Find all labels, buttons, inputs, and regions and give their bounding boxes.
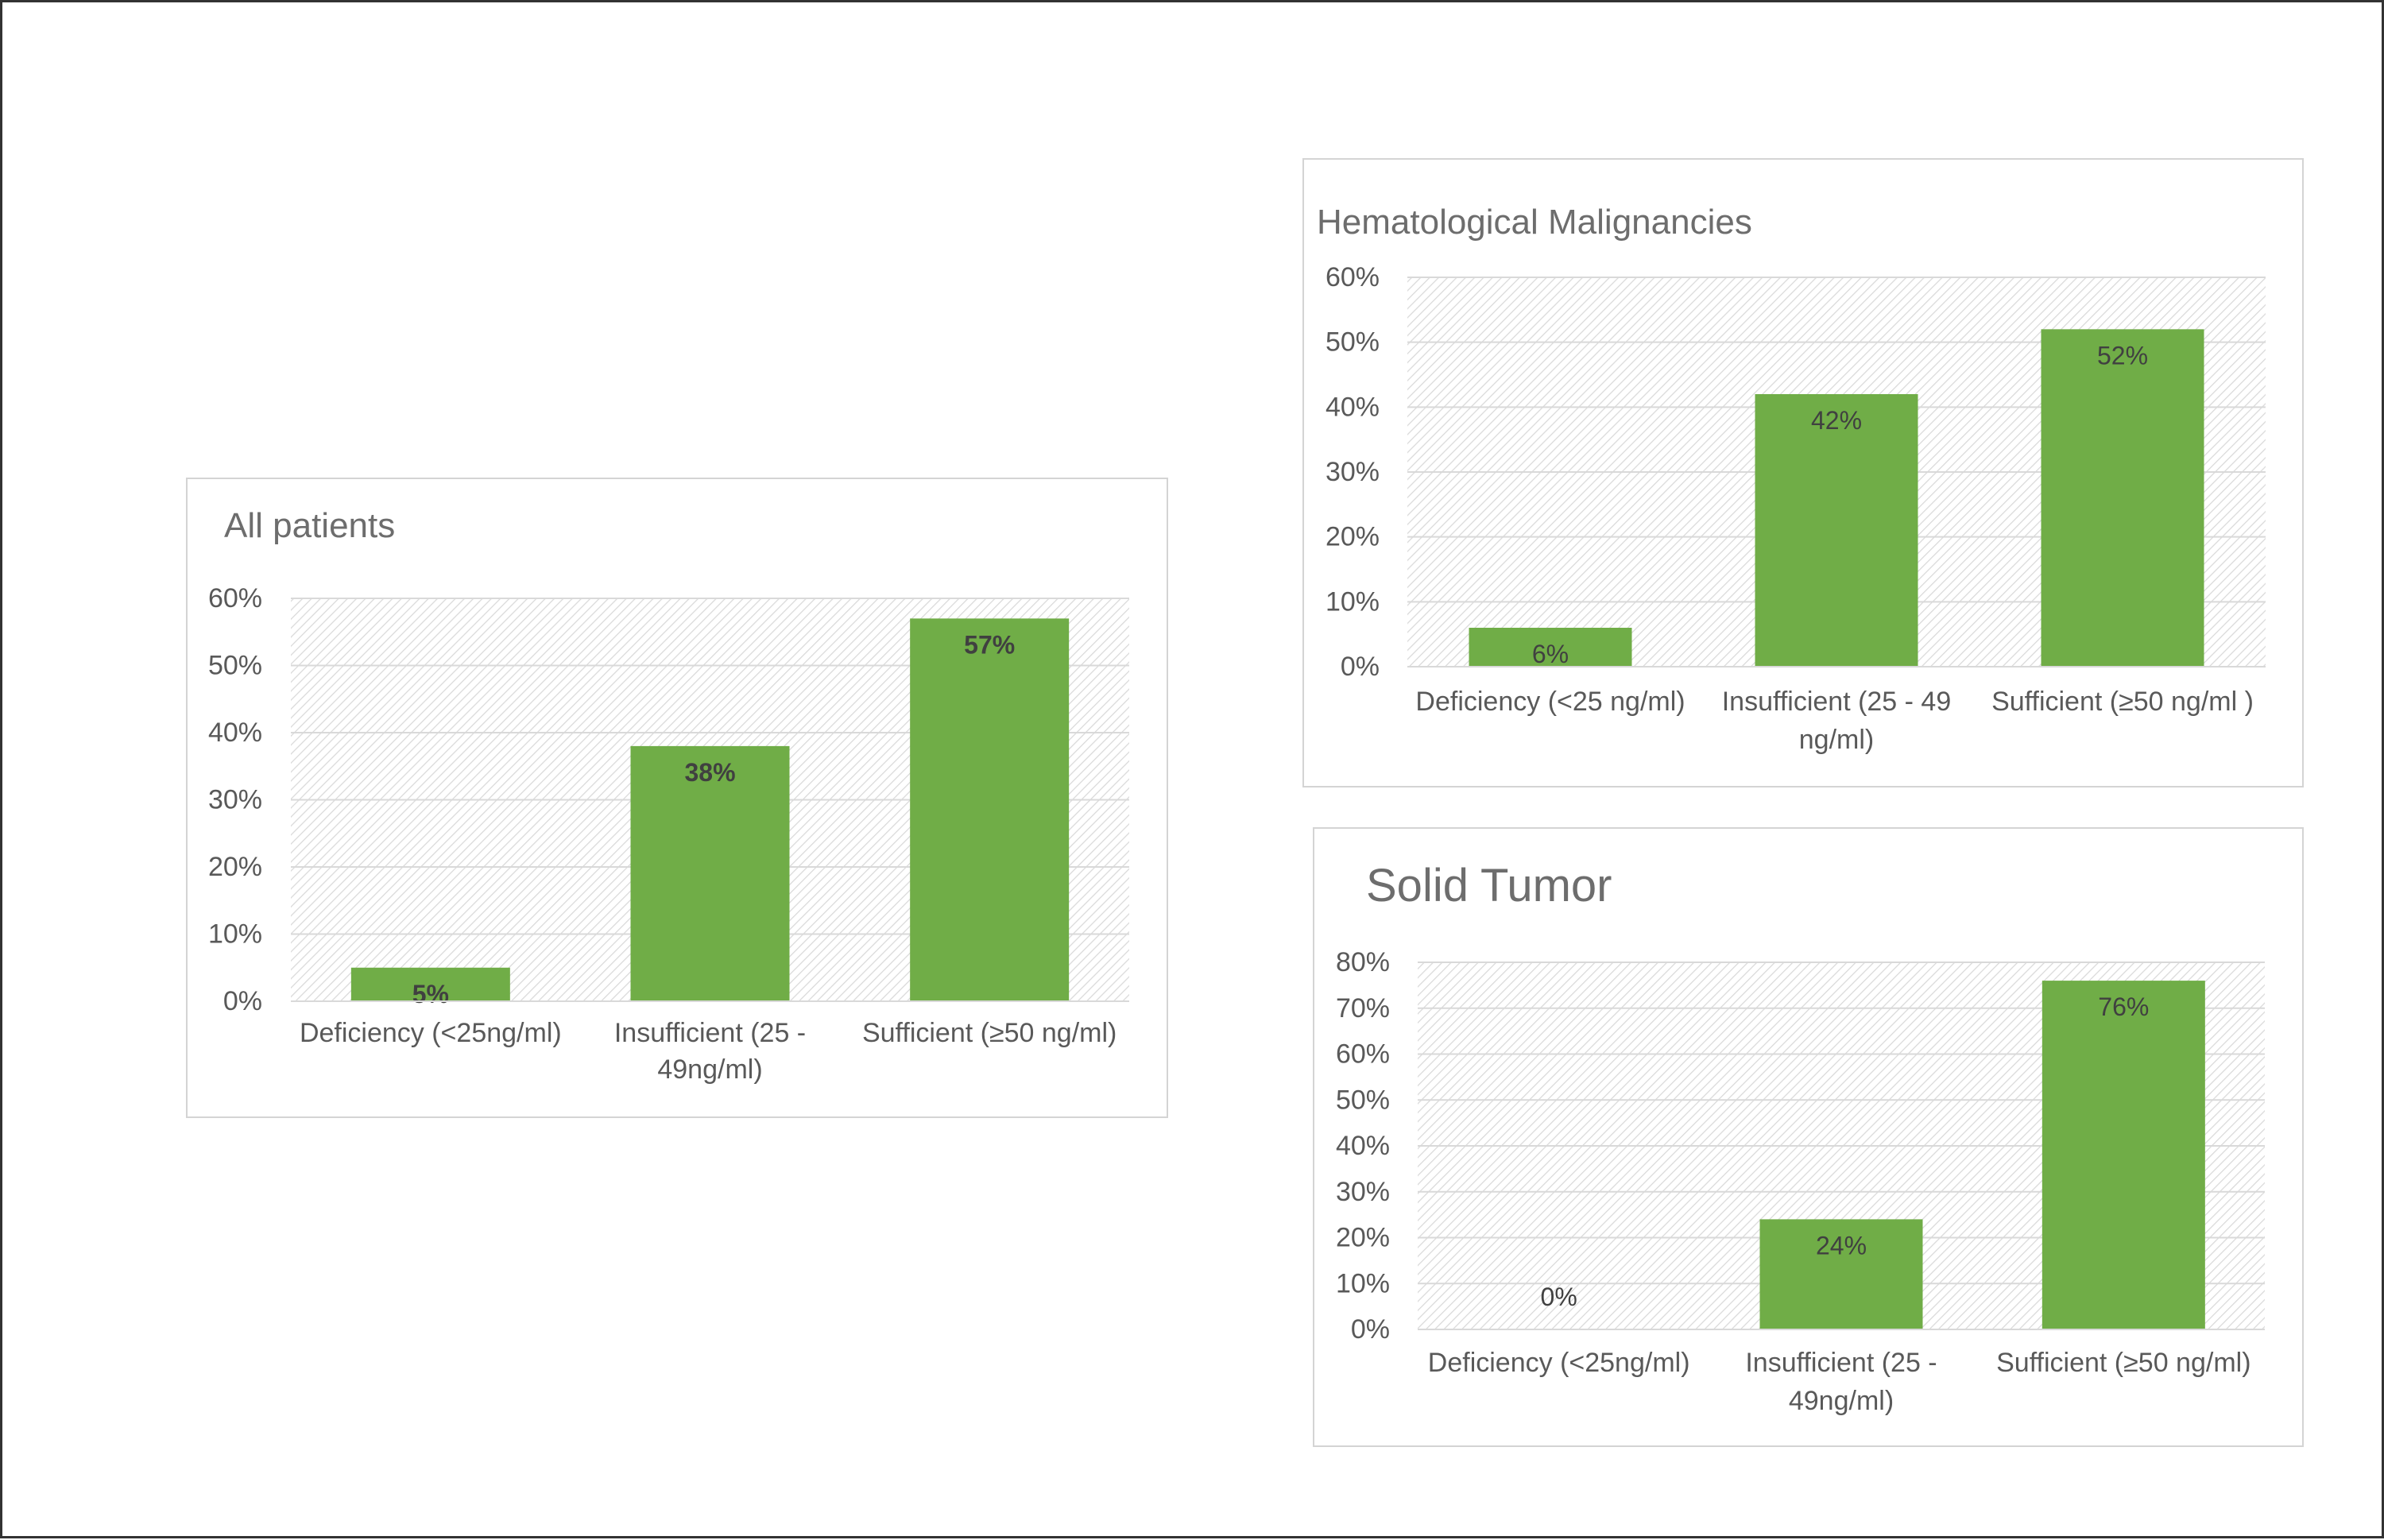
data-label: 42% bbox=[1811, 406, 1862, 435]
y-tick-label: 30% bbox=[208, 785, 262, 815]
bar bbox=[2041, 981, 2205, 1329]
y-tick-label: 0% bbox=[1351, 1314, 1390, 1345]
y-tick-label: 20% bbox=[1326, 522, 1380, 552]
x-category-label: Insufficient (25 -49ng/ml) bbox=[1745, 1348, 1937, 1416]
chart-panel-all-patients: All patients 0% 10% 20% 30% 40% 50% 60% 5% Defic… bbox=[186, 478, 1168, 1118]
data-label: 24% bbox=[1816, 1231, 1867, 1259]
x-category-label: Insufficient (25 - 49 ng/ml) bbox=[1722, 687, 1952, 755]
y-tick-label: 10% bbox=[1326, 586, 1380, 617]
bar bbox=[910, 618, 1070, 1001]
data-label: 52% bbox=[2097, 341, 2148, 370]
y-tick-label: 10% bbox=[208, 919, 262, 950]
x-category-label: Deficiency (<25ng/ml) bbox=[300, 1018, 562, 1048]
x-category-label: Deficiency (<25 ng/ml) bbox=[1415, 687, 1685, 717]
y-tick-label: 40% bbox=[208, 718, 262, 748]
x-category-label: Sufficient (≥50 ng/ml) bbox=[862, 1018, 1117, 1048]
y-tick-label: 40% bbox=[1336, 1131, 1390, 1161]
y-tick-label: 80% bbox=[1336, 947, 1390, 977]
y-tick-label: 0% bbox=[223, 986, 262, 1016]
y-tick-label: 60% bbox=[208, 583, 262, 613]
y-tick-label: 40% bbox=[1326, 392, 1380, 422]
data-label: 57% bbox=[964, 630, 1015, 659]
y-tick-label: 60% bbox=[1326, 262, 1380, 292]
data-label: 38% bbox=[684, 758, 735, 787]
y-tick-label: 30% bbox=[1326, 457, 1380, 487]
y-tick-label: 10% bbox=[1336, 1268, 1390, 1298]
chart-title: All patients bbox=[224, 506, 396, 545]
data-label: 0% bbox=[1541, 1283, 1577, 1311]
y-tick-label: 60% bbox=[1336, 1039, 1390, 1070]
bar bbox=[630, 745, 790, 1001]
y-tick-label: 20% bbox=[208, 852, 262, 882]
chart-panel-hematological-malignancies: Hematological Malignancies 0% 10% 20% 30% 40… bbox=[1302, 158, 2304, 787]
bar-chart-solid-tumor: 0% 10% 20% 30% 40% 50% 60% 70% 80% 0% Deficiency (… bbox=[1336, 947, 2265, 1416]
data-label: 6% bbox=[1532, 640, 1569, 668]
bar-chart-all-patients: 0% 10% 20% 30% 40% 50% 60% 5% Deficiency (<25ng/… bbox=[208, 583, 1129, 1085]
x-category-label: Deficiency (<25ng/ml) bbox=[1428, 1348, 1690, 1378]
x-category-label: Insufficient (25 -49ng/ml) bbox=[614, 1018, 806, 1085]
bar bbox=[350, 967, 510, 1001]
bar-chart-hematological-malignancies: 0% 10% 20% 30% 40% 50% 60% 6% Deficiency (<25 ng… bbox=[1326, 262, 2266, 755]
data-label: 5% bbox=[412, 980, 449, 1008]
bar bbox=[1759, 1219, 1923, 1329]
y-tick-label: 50% bbox=[1336, 1085, 1390, 1115]
chart-title: Hematological Malignancies bbox=[1317, 203, 1752, 242]
chart-panel-solid-tumor: Solid Tumor 0% 10% 20% 30% 40% 50% 60% 70% 80% 0%… bbox=[1313, 827, 2304, 1447]
y-tick-label: 50% bbox=[1326, 327, 1380, 358]
x-category-label: Sufficient (≥50 ng/ml ) bbox=[1991, 687, 2254, 717]
y-tick-label: 0% bbox=[1341, 652, 1380, 682]
bar bbox=[1469, 628, 1632, 667]
y-tick-label: 30% bbox=[1336, 1177, 1390, 1207]
bar bbox=[2041, 329, 2204, 667]
y-tick-label: 70% bbox=[1336, 993, 1390, 1023]
y-tick-label: 50% bbox=[208, 651, 262, 681]
chart-title: Solid Tumor bbox=[1366, 860, 1612, 911]
data-label: 76% bbox=[2098, 992, 2149, 1021]
y-tick-label: 20% bbox=[1336, 1223, 1390, 1253]
bar bbox=[1755, 394, 1918, 667]
x-category-label: Sufficient (≥50 ng/ml) bbox=[1996, 1348, 2250, 1378]
